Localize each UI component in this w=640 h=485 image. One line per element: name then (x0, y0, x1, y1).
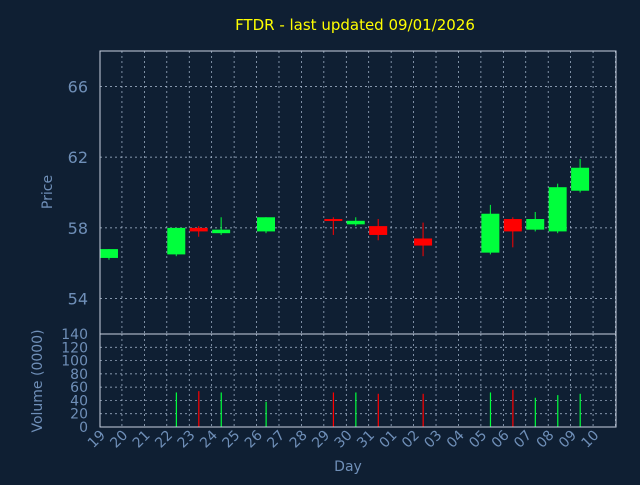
volume-bar (512, 389, 514, 427)
candle-body (99, 249, 118, 258)
x-tick-label: 09 (556, 428, 580, 452)
volume-bar (175, 392, 177, 427)
volume-panel-frame (99, 333, 617, 428)
x-tick-label: 28 (287, 428, 311, 452)
volume-tick-label: 120 (61, 340, 88, 356)
candle-body (571, 167, 590, 191)
x-tick-label: 02 (399, 428, 423, 452)
candle-body (167, 227, 186, 255)
volume-tick-label: 80 (70, 367, 88, 383)
x-tick-label: 22 (152, 428, 176, 452)
volume-bar (265, 401, 267, 427)
candle-body (414, 238, 433, 246)
x-tick-label: 23 (175, 428, 199, 452)
volume-tick-label: 0 (79, 420, 88, 436)
volume-tick-label: 60 (70, 380, 88, 396)
x-tick-label: 19 (85, 428, 109, 452)
x-tick-label: 26 (242, 427, 266, 451)
x-tick-label: 30 (332, 428, 356, 452)
x-tick-label: 25 (220, 428, 244, 452)
candle-body (548, 187, 567, 232)
price-tick-label: 58 (68, 219, 88, 238)
x-tick-label: 08 (534, 428, 558, 452)
price-tick-label: 62 (68, 148, 88, 167)
volume-axis-label: Volume (0000) (30, 329, 46, 432)
x-tick-label: 29 (309, 428, 333, 452)
x-tick-label: 20 (107, 428, 131, 452)
candle-body (257, 217, 276, 232)
price-tick-label: 54 (68, 290, 88, 309)
volume-tick-label: 100 (61, 354, 88, 370)
price-grid (100, 51, 616, 334)
x-tick-label: 10 (578, 428, 602, 452)
x-tick-label: 24 (197, 427, 221, 451)
candle-body (503, 219, 522, 232)
volume-bar (422, 393, 424, 427)
volume-bar (355, 392, 357, 427)
x-axis-label: Day (334, 459, 362, 475)
x-tick-label: 06 (489, 427, 513, 451)
x-tick-label: 31 (354, 428, 378, 452)
candle-body (481, 213, 500, 253)
volume-bar (198, 391, 200, 427)
volume-grid (100, 334, 616, 427)
candle-body (324, 219, 343, 222)
volume-bar (579, 393, 581, 427)
candle-body (189, 227, 208, 232)
volume-bar (557, 395, 559, 427)
volume-bar (377, 393, 379, 427)
x-tick-label: 27 (264, 428, 288, 452)
candle-body (346, 220, 365, 225)
volume-tick-label: 40 (70, 393, 88, 409)
x-tick-label: 21 (130, 428, 154, 452)
volume-bar (489, 392, 492, 427)
volume-bar (534, 397, 536, 427)
x-tick-label: 05 (466, 428, 490, 452)
price-candles (99, 158, 590, 260)
axis-labels: 1920212223242526272829303101020304050607… (61, 77, 602, 451)
candle-body (369, 226, 388, 235)
candle-body (526, 219, 545, 230)
x-tick-label: 03 (421, 428, 445, 452)
price-axis-label: Price (40, 175, 56, 209)
chart-title: FTDR - last updated 09/01/2026 (235, 16, 475, 34)
volume-tick-label: 140 (61, 327, 88, 343)
x-tick-label: 01 (377, 428, 401, 452)
volume-bar (220, 392, 222, 427)
volume-tick-label: 20 (70, 407, 88, 423)
x-tick-label: 07 (511, 428, 535, 452)
price-tick-label: 66 (68, 77, 88, 96)
price-panel-frame (99, 50, 617, 335)
x-tick-label: 04 (444, 427, 468, 451)
candle-body (212, 229, 231, 234)
volume-bar (332, 392, 335, 427)
volume-bars (175, 389, 581, 427)
